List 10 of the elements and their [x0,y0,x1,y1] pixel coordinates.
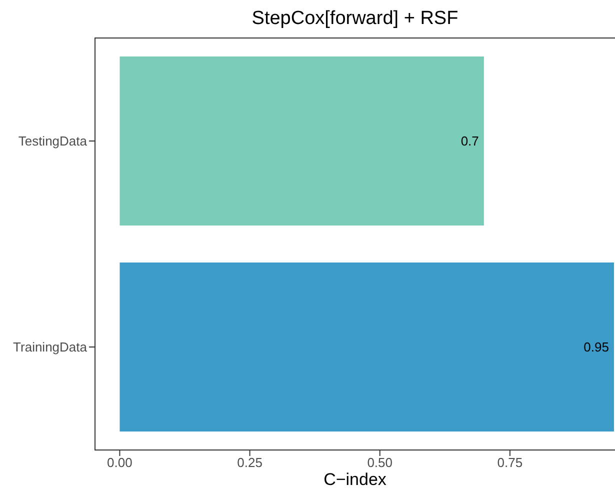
x-tick-label: 0.50 [367,455,393,470]
x-tick-label: 0.25 [237,455,262,470]
chart-title: StepCox[forward] + RSF [250,8,460,30]
data-label: 0.7 [460,134,479,149]
x-axis-title: C−index [322,470,388,490]
y-tick-label: TrainingData [13,340,88,355]
x-tick-label: 0.75 [497,455,523,470]
data-label: 0.95 [584,340,609,355]
y-tick-label: TestingData [18,134,88,149]
x-tick-label: 0.00 [107,455,132,470]
